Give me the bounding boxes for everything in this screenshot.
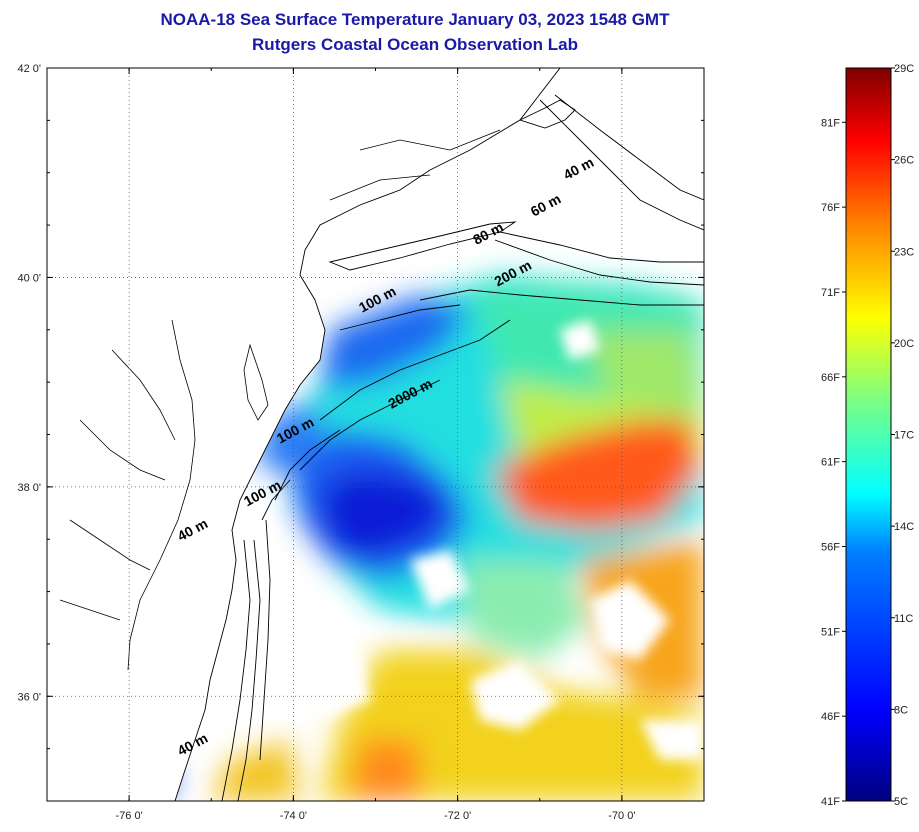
colorbar-label-f: 66F — [821, 372, 840, 384]
colorbar-label-f: 46F — [821, 711, 840, 723]
lon-tick-label: -70 0' — [608, 810, 635, 822]
map-title: NOAA-18 Sea Surface Temperature January … — [160, 10, 670, 29]
colorbar-label-f: 56F — [821, 541, 840, 553]
lon-tick-label: -76 0' — [116, 810, 143, 822]
colorbar-label-c: 20C — [894, 338, 914, 350]
colorbar-label-f: 71F — [821, 287, 840, 299]
colorbar-label-c: 5C — [894, 796, 908, 808]
gridlines — [47, 68, 704, 801]
colorbar-label-f: 76F — [821, 202, 840, 214]
map-subtitle: Rutgers Coastal Ocean Observation Lab — [252, 35, 578, 54]
colorbar-label-f: 41F — [821, 796, 840, 808]
long-island — [328, 221, 517, 271]
axis-labels: -76 0' -74 0' -72 0' -70 0' 42 0' 40 0' 38 0' 3… — [17, 63, 635, 822]
lat-tick-label: 38 0' — [17, 482, 41, 494]
cloud-gaps — [300, 320, 704, 760]
colorbar-label-c: 17C — [894, 430, 914, 442]
colorbar-label-c: 11C — [894, 613, 913, 625]
chesapeake-bay — [127, 319, 196, 671]
colorbar-label-f: 61F — [821, 457, 840, 469]
colorbar-label-c: 8C — [894, 704, 908, 716]
colorbar — [845, 67, 892, 802]
lat-tick-label: 40 0' — [17, 272, 41, 284]
colorbar-labels: 29C 26C 23C 20C 17C 14C 11C 8C 5C 81F 76F 71F 66F 61F… — [821, 63, 914, 808]
colorbar-label-c: 23C — [894, 246, 914, 258]
lat-tick-label: 36 0' — [17, 691, 41, 703]
sst-field — [60, 275, 704, 801]
mainland-coast — [47, 68, 561, 801]
colorbar-label-c: 14C — [894, 521, 914, 533]
colorbar-label-f: 51F — [821, 626, 840, 638]
axis-ticks — [46, 67, 705, 802]
lon-tick-label: -72 0' — [444, 810, 471, 822]
delaware-bay — [243, 343, 269, 421]
inland-bays — [59, 129, 501, 671]
colorbar-label-c: 29C — [894, 63, 914, 75]
lon-tick-label: -74 0' — [280, 810, 307, 822]
colorbar-label-c: 26C — [894, 155, 914, 167]
colorbar-label-f: 81F — [821, 117, 840, 129]
lat-tick-label: 42 0' — [17, 63, 41, 75]
isobath-contours — [221, 94, 704, 801]
